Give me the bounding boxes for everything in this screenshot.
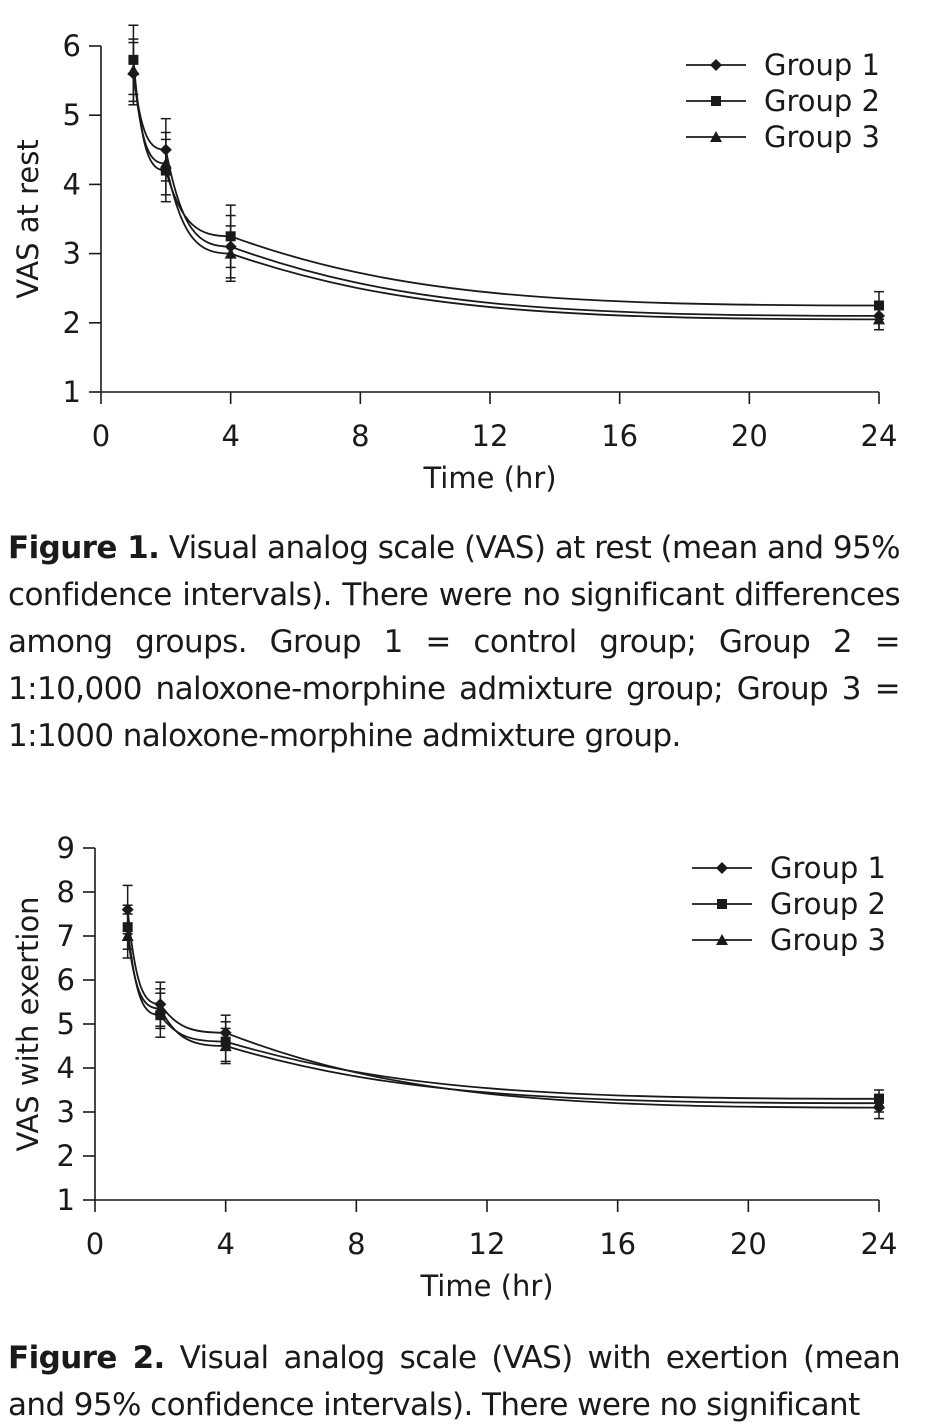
y-tick-label: 1: [63, 375, 81, 409]
y-tick-label: 1: [57, 1183, 75, 1217]
series-line-group-1: [126, 909, 880, 1109]
point-group-3: [127, 64, 140, 76]
x-tick-label: 16: [601, 419, 638, 453]
figure-1-caption: Figure 1. Visual analog scale (VAS) at r…: [8, 525, 901, 760]
legend-label-group-3: Group 3: [764, 120, 880, 154]
x-tick-label: 20: [731, 419, 768, 453]
y-tick-label: 6: [57, 963, 75, 997]
legend-marker-group-3: [716, 934, 728, 945]
x-tick-label: 24: [861, 1227, 898, 1261]
y-tick-label: 8: [57, 875, 75, 909]
legend-marker-group-2: [717, 899, 727, 909]
y-tick-label: 3: [63, 237, 81, 271]
point-group-3: [224, 247, 237, 259]
x-axis-label: Time (hr): [422, 461, 556, 495]
x-tick-label: 8: [347, 1227, 365, 1261]
legend-marker-group-1: [716, 862, 728, 874]
y-axis-label: VAS at rest: [11, 139, 45, 298]
x-tick-label: 12: [472, 419, 509, 453]
x-axis-label: Time (hr): [419, 1269, 553, 1303]
x-tick-label: 20: [730, 1227, 767, 1261]
legend-marker-group-2: [711, 96, 721, 106]
legend-label-group-2: Group 2: [764, 84, 880, 118]
point-group-3: [873, 313, 885, 325]
x-tick-label: 8: [351, 419, 369, 453]
x-tick-label: 0: [92, 419, 110, 453]
figure-1-label: Figure 1.: [8, 530, 160, 566]
y-tick-label: 2: [57, 1139, 75, 1173]
figure-1-text: Visual analog scale (VAS) at rest (mean …: [8, 530, 901, 754]
y-tick-label: 2: [63, 306, 81, 340]
x-tick-label: 16: [599, 1227, 636, 1261]
figure-2-text: Visual analog scale (VAS) with exertion …: [8, 1340, 900, 1423]
legend-label-group-3: Group 3: [770, 923, 886, 957]
x-tick-label: 12: [469, 1227, 506, 1261]
x-tick-label: 4: [216, 1227, 234, 1261]
legend-label-group-1: Group 1: [764, 48, 880, 82]
y-tick-label: 6: [63, 29, 81, 63]
y-tick-label: 9: [57, 831, 75, 865]
figure-2-label: Figure 2.: [8, 1340, 165, 1376]
legend-marker-group-3: [710, 131, 722, 142]
y-tick-label: 3: [57, 1095, 75, 1129]
y-axis-label: VAS with exertion: [11, 896, 45, 1151]
y-tick-label: 4: [57, 1051, 75, 1085]
y-tick-label: 5: [57, 1007, 75, 1041]
legend-label-group-2: Group 2: [770, 887, 886, 921]
y-tick-label: 5: [63, 98, 81, 132]
y-tick-label: 7: [57, 919, 75, 953]
point-group-3: [154, 1002, 167, 1014]
point-group-2: [874, 300, 884, 311]
point-group-3: [159, 157, 172, 169]
series-line-group-3: [126, 935, 880, 1105]
x-tick-label: 4: [221, 419, 239, 453]
figure-2-caption: Figure 2. Visual analog scale (VAS) with…: [8, 1335, 900, 1428]
x-tick-label: 24: [861, 419, 898, 453]
series-line-group-2: [126, 927, 880, 1100]
legend-label-group-1: Group 1: [770, 851, 886, 885]
point-group-3: [219, 1040, 232, 1051]
legend-marker-group-1: [710, 59, 722, 71]
x-tick-label: 0: [86, 1227, 104, 1261]
point-group-3: [121, 930, 134, 941]
y-tick-label: 4: [63, 167, 81, 201]
point-group-3: [873, 1097, 885, 1109]
